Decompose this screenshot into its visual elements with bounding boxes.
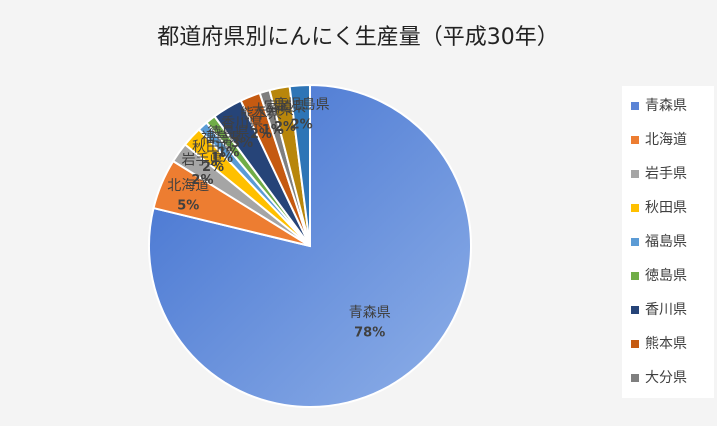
data-label: 1% bbox=[262, 123, 284, 138]
data-label-name: 香川県 bbox=[221, 116, 263, 132]
data-label-name: 福島県 bbox=[201, 131, 243, 147]
pie-slice bbox=[288, 83, 311, 247]
data-label-name: 宮崎県 bbox=[264, 99, 306, 115]
legend-label: 大分県 bbox=[645, 370, 687, 386]
data-label: 2% bbox=[291, 118, 313, 133]
legend-swatch bbox=[631, 102, 639, 110]
legend-swatch bbox=[631, 238, 639, 246]
legend-label: 北海道 bbox=[645, 132, 687, 148]
data-label: 1% bbox=[217, 146, 239, 161]
data-label-name: 熊本県 bbox=[240, 106, 282, 122]
data-label: 2% bbox=[202, 160, 224, 175]
data-label-name: 青森県 bbox=[349, 305, 391, 321]
data-label-name: 徳島県 bbox=[207, 125, 249, 141]
legend-swatch bbox=[631, 306, 639, 314]
legend-swatch bbox=[631, 272, 639, 280]
chart-title: 都道府県別にんにく生産量（平成30年） bbox=[157, 25, 559, 50]
data-label: 2% bbox=[250, 127, 272, 142]
data-label-name: 大分県 bbox=[252, 102, 294, 118]
legend-label: 秋田県 bbox=[645, 200, 687, 216]
legend-label: 青森県 bbox=[645, 98, 687, 114]
legend-label: 福島県 bbox=[645, 234, 687, 250]
data-label-name: 鹿児島県 bbox=[274, 96, 330, 113]
legend-label: 徳島県 bbox=[645, 268, 687, 284]
data-label: 1% bbox=[211, 151, 233, 166]
data-label: 2% bbox=[191, 173, 213, 188]
data-label: 3% bbox=[231, 136, 253, 151]
legend-swatch bbox=[631, 340, 639, 348]
data-label: 78% bbox=[354, 325, 385, 340]
data-label: 5% bbox=[177, 198, 199, 213]
legend-swatch bbox=[631, 204, 639, 212]
data-label: 2% bbox=[274, 120, 296, 135]
data-label-name: 岩手県 bbox=[181, 152, 223, 168]
legend-swatch bbox=[631, 374, 639, 382]
data-label-name: 秋田県 bbox=[192, 139, 234, 155]
legend-label: 岩手県 bbox=[645, 166, 687, 182]
data-label-name: 北海道 bbox=[167, 178, 209, 194]
legend-swatch bbox=[631, 136, 639, 144]
legend-swatch bbox=[631, 170, 639, 178]
legend-label: 熊本県 bbox=[645, 336, 687, 352]
legend-label: 香川県 bbox=[645, 302, 687, 318]
